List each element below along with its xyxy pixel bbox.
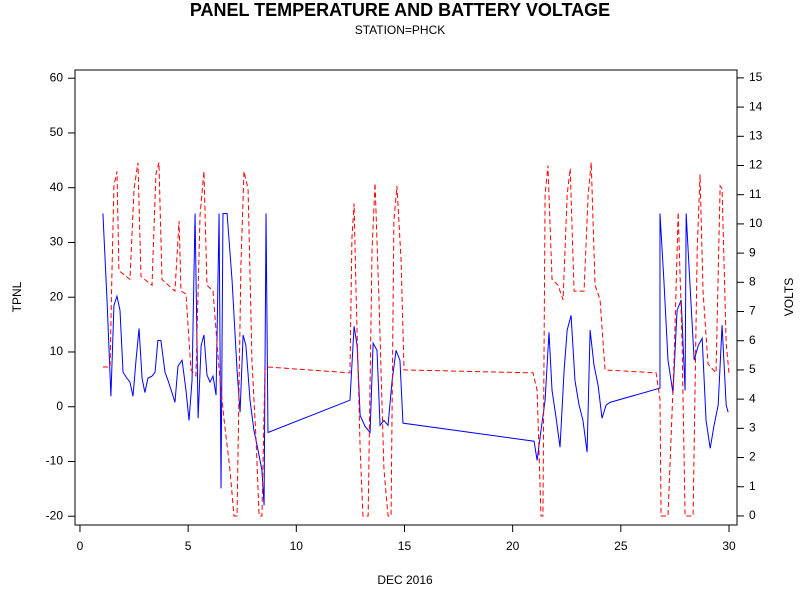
x-tick-label: 10 xyxy=(290,539,304,553)
x-tick-label: 20 xyxy=(506,539,520,553)
series-line xyxy=(102,212,729,506)
x-axis-label: DEC 2016 xyxy=(377,573,433,587)
y2-axis-label: VOLTS xyxy=(782,278,796,316)
y2-tick-label: 10 xyxy=(749,216,763,230)
y-tick-label: 10 xyxy=(50,344,64,358)
y2-tick-label: 12 xyxy=(749,158,763,172)
y-axis-label: TPNL xyxy=(10,281,24,312)
y-tick-label: 60 xyxy=(50,70,64,84)
y-tick-label: 30 xyxy=(50,235,64,249)
y2-tick-label: 0 xyxy=(749,508,756,522)
y-tick-label: 50 xyxy=(50,125,64,139)
x-tick-label: 25 xyxy=(614,539,628,553)
y2-tick-label: 7 xyxy=(749,304,756,318)
y2-tick-label: 4 xyxy=(749,391,756,405)
x-tick-label: 0 xyxy=(77,539,84,553)
y2-tick-label: 1 xyxy=(749,479,756,493)
y2-tick-label: 8 xyxy=(749,274,756,288)
y-tick-label: 20 xyxy=(50,289,64,303)
y2-tick-label: 11 xyxy=(749,187,762,201)
series-line xyxy=(102,162,730,517)
chart-subtitle: STATION=PHCK xyxy=(355,23,446,37)
y-tick-label: 0 xyxy=(56,399,63,413)
y2-tick-label: 3 xyxy=(749,421,756,435)
y-tick-label: 40 xyxy=(50,180,64,194)
y-tick-label: -20 xyxy=(46,508,64,522)
y2-tick-label: 9 xyxy=(749,245,756,259)
y2-tick-label: 2 xyxy=(749,450,756,464)
y2-tick-label: 13 xyxy=(749,128,763,142)
x-tick-label: 15 xyxy=(398,539,412,553)
y2-tick-label: 14 xyxy=(749,99,763,113)
plot-frame xyxy=(74,69,738,526)
y-tick-label: -10 xyxy=(46,454,64,468)
y2-tick-label: 5 xyxy=(749,362,756,376)
x-tick-label: 30 xyxy=(722,539,736,553)
y2-tick-label: 6 xyxy=(749,333,756,347)
chart-title: PANEL TEMPERATURE AND BATTERY VOLTAGE xyxy=(190,0,610,20)
y2-tick-label: 15 xyxy=(749,70,763,84)
x-tick-label: 5 xyxy=(185,539,192,553)
